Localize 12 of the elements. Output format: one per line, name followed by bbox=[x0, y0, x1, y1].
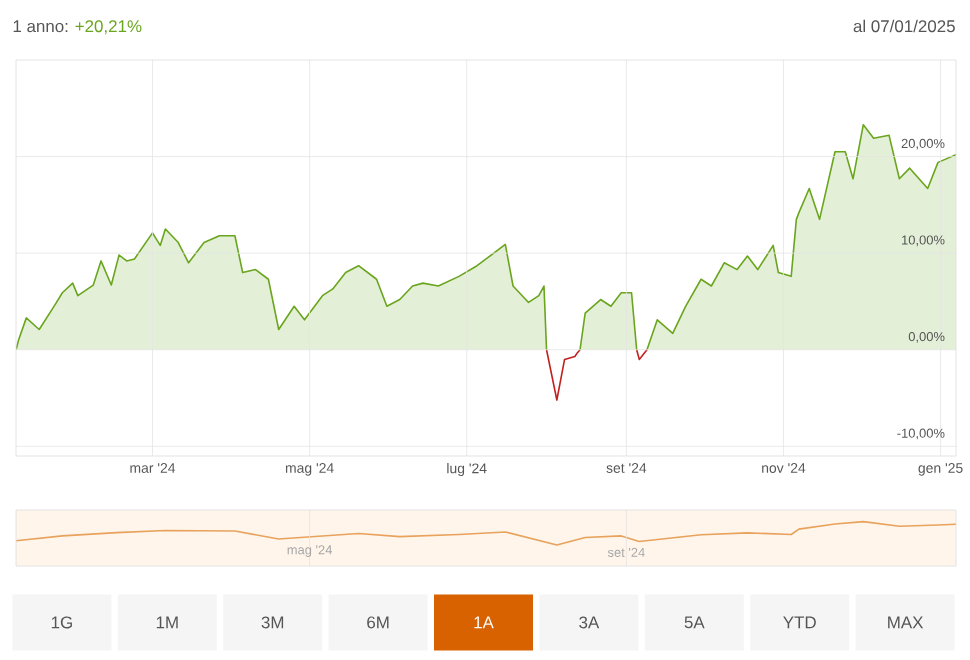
text: 1A bbox=[474, 616, 494, 629]
text: 3M bbox=[261, 616, 284, 629]
text: MAX bbox=[888, 616, 924, 629]
text: YTD bbox=[783, 616, 816, 629]
text: al 07/01/2025 bbox=[853, 19, 955, 33]
text: 1M bbox=[156, 616, 178, 629]
chart-title: 1 anno: bbox=[13, 20, 68, 33]
text: 3A bbox=[579, 616, 600, 629]
chart-subtitle: +20,21% bbox=[75, 20, 142, 35]
text: 6M bbox=[367, 616, 389, 629]
text: 5A bbox=[684, 616, 705, 629]
text: 1G bbox=[51, 616, 72, 629]
